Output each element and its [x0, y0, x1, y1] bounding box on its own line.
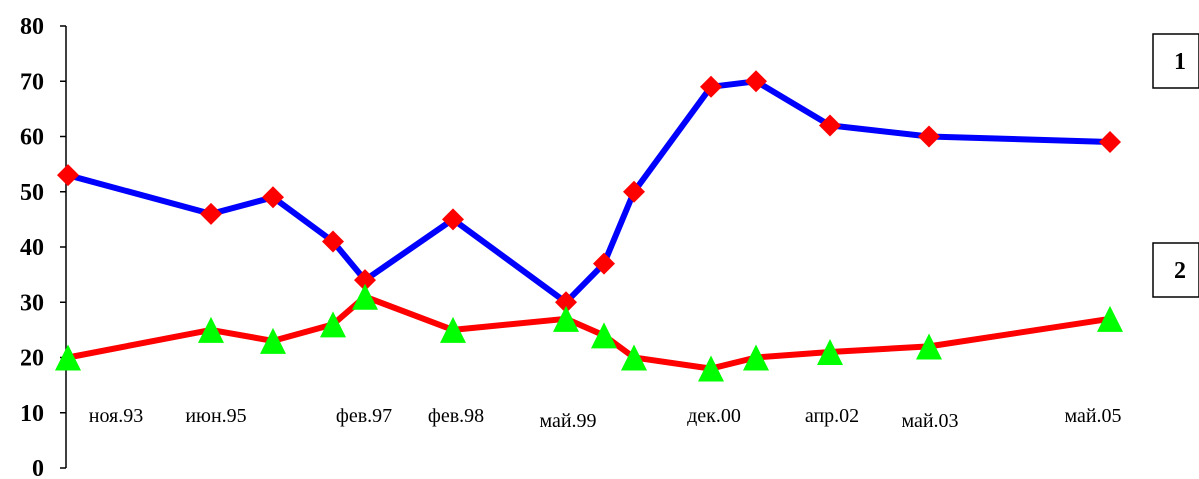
series-2-point — [621, 344, 647, 371]
series-2-point — [553, 305, 579, 332]
series-2-point — [817, 338, 843, 365]
series-1-point — [322, 230, 344, 253]
series-markers — [55, 70, 1123, 382]
x-tick-label: июн.95 — [185, 405, 246, 427]
x-tick-label: фев.98 — [428, 405, 484, 427]
series-legend: 1 2 — [1152, 33, 1199, 298]
x-tick-label: дек.00 — [687, 405, 741, 427]
series-1-line — [65, 78, 1113, 306]
series-1-point — [354, 269, 376, 292]
series-2-point — [352, 283, 378, 310]
y-tick-label: 30 — [20, 290, 44, 316]
y-tick-label: 20 — [20, 346, 44, 372]
legend-box-series-1 — [1152, 33, 1199, 89]
y-axis: 0 10 20 30 40 50 60 70 80 — [20, 14, 67, 479]
series-1-point — [262, 186, 284, 209]
x-tick-label: май.99 — [539, 410, 596, 432]
series-2-point — [698, 355, 724, 382]
y-tick-label: 10 — [20, 401, 44, 427]
series-1-point — [1099, 131, 1121, 154]
series-1-point — [442, 208, 464, 231]
y-tick-label: 50 — [20, 180, 44, 206]
y-tick-label: 60 — [20, 125, 44, 151]
series-2-point — [743, 344, 769, 371]
y-tick-label: 70 — [20, 69, 44, 95]
series-1-point — [745, 70, 767, 93]
x-tick-label: май.05 — [1064, 405, 1121, 427]
x-tick-label: апр.02 — [805, 405, 859, 427]
series-1-point — [819, 114, 841, 137]
series-2-line — [65, 293, 1113, 372]
x-axis-labels: ноя.93 июн.95 фев.97 фев.98 май.99 дек.00 апр.… — [89, 405, 1122, 432]
x-tick-label: ноя.93 — [89, 405, 144, 427]
series-1-point — [200, 202, 222, 225]
series-2-point — [1097, 305, 1123, 332]
series-2-point — [260, 327, 286, 354]
series-1-point — [623, 180, 645, 203]
series-1-point — [700, 75, 722, 98]
series-1-point — [593, 252, 615, 275]
series-2-point — [55, 344, 81, 371]
legend-label-series-1: 1 — [1174, 49, 1186, 75]
legend-box-series-2 — [1152, 242, 1199, 298]
y-tick-label: 40 — [20, 235, 44, 261]
series-2-point — [440, 316, 466, 343]
series-1-point — [57, 164, 79, 187]
series-2-point — [320, 311, 346, 338]
series-lines — [65, 78, 1113, 372]
y-tick-label: 80 — [20, 14, 44, 40]
x-tick-label: май.03 — [901, 410, 958, 432]
series-2-point — [916, 333, 942, 360]
series-1-point — [555, 291, 577, 314]
legend-label-series-2: 2 — [1174, 258, 1186, 284]
series-2-point — [591, 322, 617, 349]
x-tick-label: фев.97 — [336, 405, 392, 427]
series-2-point — [198, 316, 224, 343]
series-1-point — [918, 125, 940, 148]
y-tick-label: 0 — [32, 456, 44, 479]
